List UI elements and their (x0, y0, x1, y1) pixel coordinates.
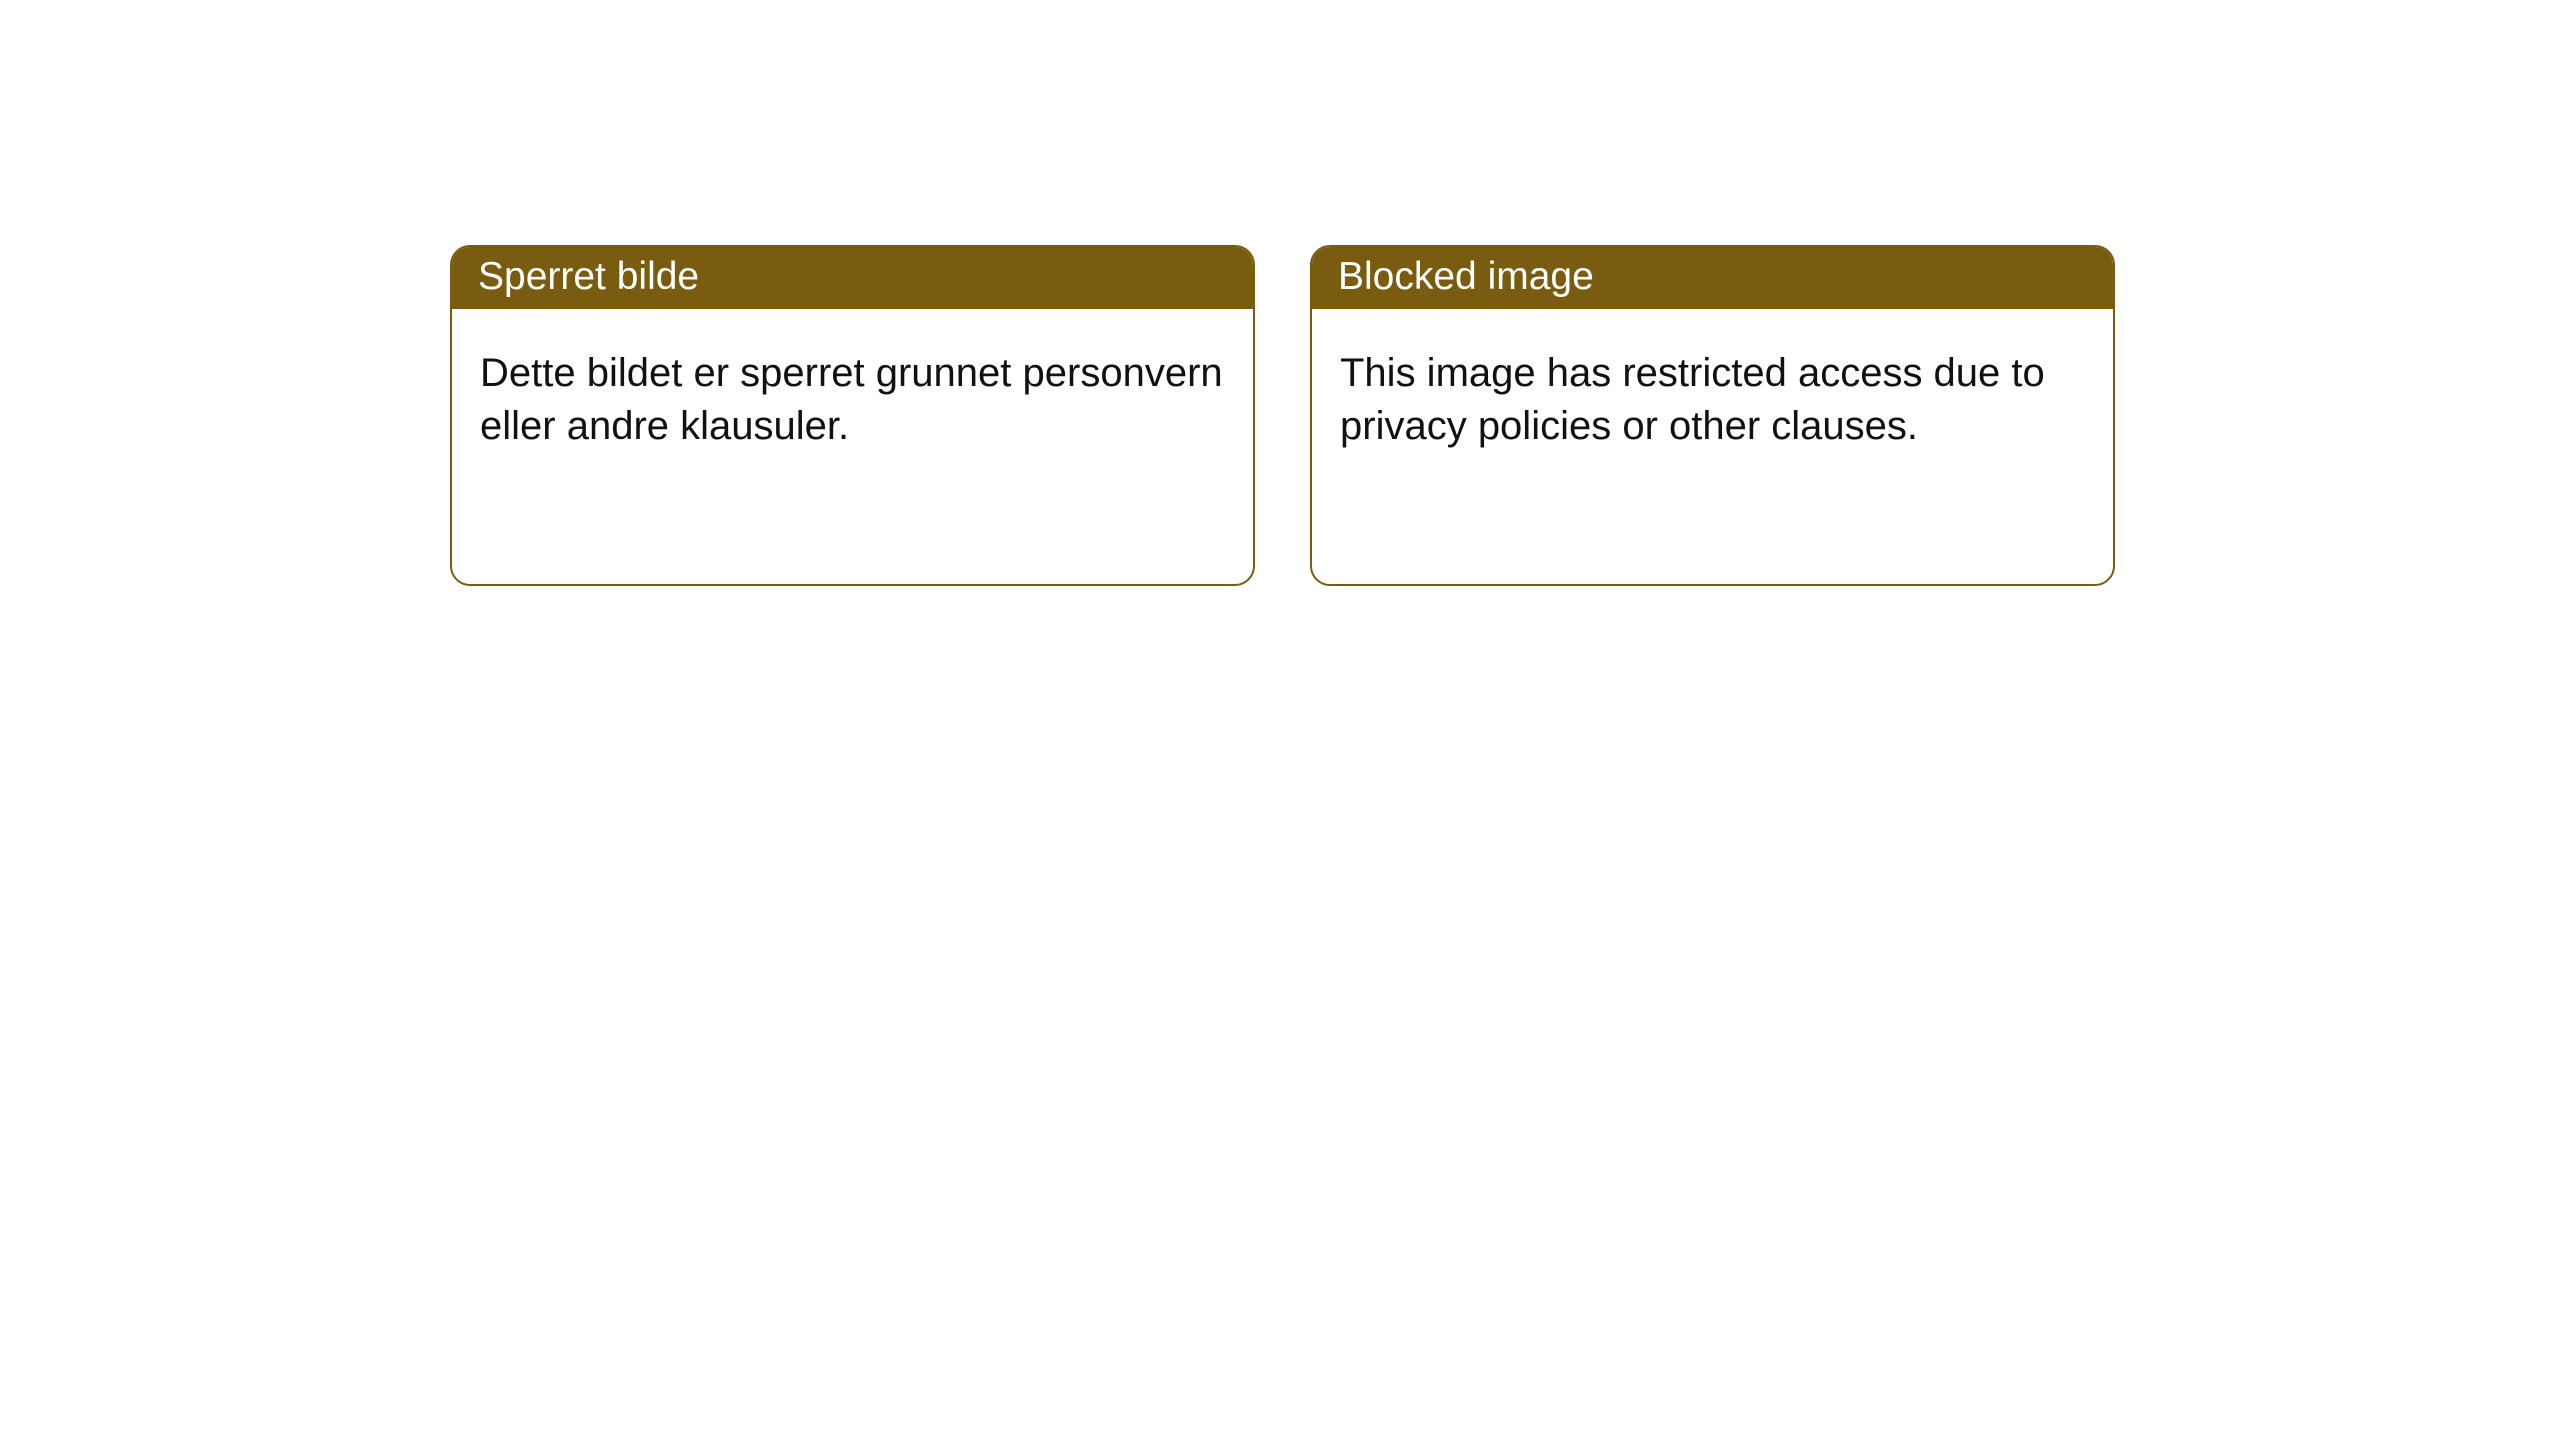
notice-title: Sperret bilde (478, 255, 699, 298)
notice-text: This image has restricted access due to … (1340, 351, 2045, 448)
notice-body-english: This image has restricted access due to … (1312, 309, 2113, 584)
notice-body-norwegian: Dette bildet er sperret grunnet personve… (452, 309, 1253, 584)
notice-card-norwegian: Sperret bilde Dette bildet er sperret gr… (450, 245, 1255, 586)
notice-text: Dette bildet er sperret grunnet personve… (480, 351, 1223, 448)
notice-header-english: Blocked image (1312, 247, 2113, 309)
notice-cards-container: Sperret bilde Dette bildet er sperret gr… (0, 0, 2560, 586)
notice-card-english: Blocked image This image has restricted … (1310, 245, 2115, 586)
notice-title: Blocked image (1338, 255, 1594, 298)
notice-header-norwegian: Sperret bilde (452, 247, 1253, 309)
